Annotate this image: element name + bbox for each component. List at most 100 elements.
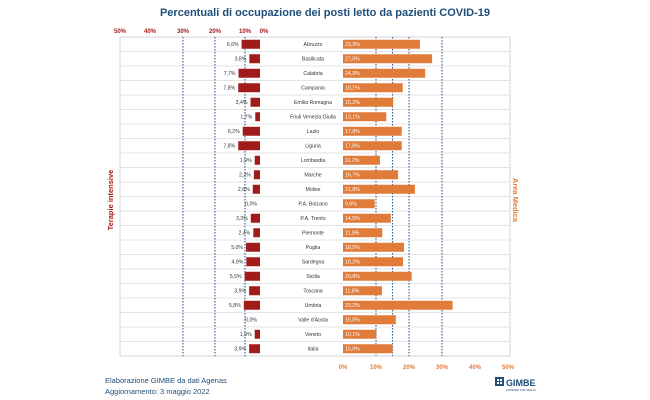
region-label: Campania — [301, 86, 325, 92]
right-bar — [343, 242, 405, 252]
right-bar-label: 27,0% — [345, 57, 360, 63]
region-label: Toscana — [303, 289, 322, 295]
right-bar — [343, 39, 420, 49]
left-bar — [250, 213, 260, 223]
left-bar-label: 2,2% — [239, 173, 251, 179]
left-bar-label: 5,5% — [230, 274, 242, 280]
left-bars: 6,6% 3,8% 7,7% 7,8% 3,4% 1,7% 6,2% 7,8% 1,9% 2,2%… — [223, 39, 260, 354]
region-labels: Abruzzo Basilicata Calabria Campania Emilia … — [290, 42, 336, 353]
region-label: P.A. Bolzano — [298, 202, 327, 208]
left-bar-label: 1,7% — [240, 115, 252, 121]
left-bar — [249, 344, 260, 354]
right-tick-label: 0% — [339, 365, 348, 371]
right-bar-label: 11,8% — [345, 289, 360, 295]
right-tick-label: 20% — [403, 365, 416, 371]
left-bar — [254, 329, 260, 339]
right-bar-label: 16,7% — [345, 173, 360, 179]
logo-mark-icon — [495, 377, 504, 386]
right-bar — [343, 155, 380, 165]
left-bar — [238, 141, 260, 151]
right-bar — [343, 141, 402, 151]
footer-source: Elaborazione GIMBE da dati Agenas — [105, 376, 227, 385]
left-tick-label: 30% — [177, 29, 190, 35]
left-bar-label: 4,9% — [232, 260, 244, 266]
region-label: Puglia — [306, 245, 321, 251]
left-bar — [252, 184, 260, 194]
left-bar-label: 7,8% — [223, 144, 235, 150]
region-label: Marche — [304, 173, 321, 179]
right-axis-label: Area Medica — [511, 178, 520, 223]
left-bar — [250, 97, 260, 107]
left-tick-label: 20% — [209, 29, 222, 35]
region-label: Valle d'Aosta — [298, 318, 328, 324]
right-bar — [343, 300, 453, 310]
right-bar — [343, 97, 394, 107]
left-bar — [249, 286, 260, 296]
left-bar-label: 0,0% — [245, 202, 257, 208]
region-label: Italia — [308, 347, 319, 353]
region-label: Basilicata — [302, 57, 324, 63]
right-bar-label: 33,2% — [345, 303, 360, 309]
right-bar-label: 14,5% — [345, 216, 360, 222]
right-bar-label: 11,2% — [345, 158, 360, 164]
right-bar-label: 15,2% — [345, 100, 360, 106]
left-bar-label: 3,9% — [234, 347, 246, 353]
right-tick-label: 50% — [502, 365, 515, 371]
left-bar-label: 1,9% — [240, 332, 252, 338]
right-bar — [343, 112, 387, 122]
left-bar-label: 7,8% — [223, 86, 235, 92]
right-bar-label: 18,1% — [345, 86, 360, 92]
left-bar — [255, 112, 260, 122]
left-bar — [241, 39, 260, 49]
left-bar-label: 3,9% — [234, 289, 246, 295]
region-label: Emilia Romagna — [294, 100, 332, 106]
left-bar-label: 0,0% — [245, 318, 257, 324]
gimbe-logo: GIMBE EVIDENCE FOR HEALTH — [495, 377, 536, 392]
left-bar — [246, 257, 260, 267]
left-bar — [253, 228, 260, 238]
right-bar — [343, 329, 377, 339]
left-bar-label: 2,6% — [238, 187, 250, 193]
left-bar — [238, 83, 260, 93]
right-bar — [343, 257, 404, 267]
right-bar — [343, 184, 415, 194]
left-bar — [249, 54, 260, 64]
right-bar — [343, 286, 382, 296]
left-bar — [238, 68, 260, 78]
left-bar-label: 3,3% — [236, 216, 248, 222]
right-bars: 23,3% 27,0% 24,9% 18,1% 15,2% 13,1% 17,8% 17,8%… — [343, 39, 453, 354]
right-tick-label: 10% — [370, 365, 383, 371]
region-label: P.A. Trento — [300, 216, 325, 222]
right-bar-label: 15,0% — [345, 347, 360, 353]
left-bar — [253, 170, 260, 180]
left-bar-label: 5,0% — [231, 245, 243, 251]
right-bar-label: 18,2% — [345, 260, 360, 266]
region-label: Sardegna — [302, 260, 325, 266]
left-bar — [243, 300, 260, 310]
right-bar — [343, 54, 433, 64]
region-label: Liguria — [305, 144, 321, 150]
right-bar-label: 21,8% — [345, 187, 360, 193]
right-bar — [343, 126, 402, 136]
right-bar — [343, 170, 399, 180]
right-axis-ticks: 0% 10% 20% 30% 40% 50% — [339, 365, 515, 371]
region-label: Umbria — [305, 303, 322, 309]
region-label: Friuli Venezia Giulia — [290, 115, 336, 121]
right-bar-label: 17,8% — [345, 129, 360, 135]
region-label: Sicilia — [306, 274, 320, 280]
threshold-lines — [182, 37, 443, 356]
right-bar-label: 20,8% — [345, 274, 360, 280]
right-bar-label: 17,8% — [345, 144, 360, 150]
region-label: Abruzzo — [303, 42, 322, 48]
left-bar-label: 7,7% — [224, 71, 236, 77]
logo-tagline: EVIDENCE FOR HEALTH — [506, 388, 536, 392]
region-label: Lombardia — [301, 158, 326, 164]
left-bar-label: 3,8% — [235, 57, 247, 63]
left-bar — [244, 271, 260, 281]
left-tick-label: 10% — [239, 29, 252, 35]
right-bar — [343, 271, 412, 281]
chart-title: Percentuali di occupazione dei posti let… — [160, 7, 490, 19]
left-bar-label: 3,4% — [236, 100, 248, 106]
